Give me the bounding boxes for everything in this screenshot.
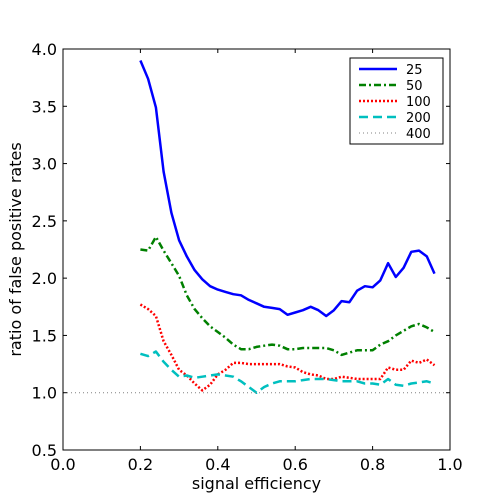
x-tick-label: 0.8 bbox=[360, 455, 385, 474]
legend-label-25: 25 bbox=[406, 63, 423, 78]
legend-label-50: 50 bbox=[406, 79, 423, 94]
x-tick-label: 0.4 bbox=[205, 455, 230, 474]
series-line-25 bbox=[139, 60, 436, 318]
y-tick-label: 3.0 bbox=[32, 155, 57, 174]
legend-label-100: 100 bbox=[406, 95, 431, 110]
plot-area bbox=[63, 60, 450, 394]
y-tick-label: 4.0 bbox=[32, 40, 57, 59]
y-tick-label: 3.5 bbox=[32, 97, 57, 116]
plot-frame bbox=[62, 48, 451, 451]
series-line-200 bbox=[140, 350, 435, 394]
x-tick-label: 0.0 bbox=[50, 455, 75, 474]
y-tick-label: 2.5 bbox=[32, 212, 57, 231]
x-tick-label: 0.6 bbox=[282, 455, 307, 474]
legend-label-400: 400 bbox=[406, 127, 431, 142]
series-line-100 bbox=[139, 303, 436, 392]
x-tick-label: 0.2 bbox=[128, 455, 153, 474]
y-axis-label: ratio of false positive rates bbox=[6, 142, 25, 356]
axis-ticks bbox=[62, 48, 451, 451]
series-line-50 bbox=[140, 235, 436, 357]
legend-label-200: 200 bbox=[406, 111, 431, 126]
y-tick-label: 1.0 bbox=[32, 384, 57, 403]
y-tick-label: 1.5 bbox=[32, 326, 57, 345]
y-tick-label: 2.0 bbox=[32, 269, 57, 288]
axis-tick-labels: 0.0 0.2 0.4 0.6 0.8 1.0 0.5 1.0 1.5 2.0 2.5 3.0 3.5 4… bbox=[32, 40, 463, 474]
x-axis-label: signal efficiency bbox=[192, 474, 321, 493]
y-tick-label: 0.5 bbox=[32, 441, 57, 460]
x-tick-label: 1.0 bbox=[437, 455, 462, 474]
